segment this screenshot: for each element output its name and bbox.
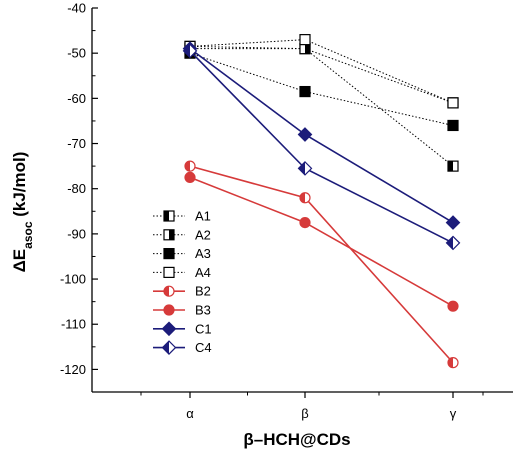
marker-circle [299, 216, 311, 229]
data-point [299, 85, 311, 98]
marker-square [447, 119, 459, 132]
y-tick-label: -110 [61, 317, 86, 332]
y-axis-title-unit: (kJ/mol) [10, 152, 29, 222]
y-axis-title-main: ΔE [10, 249, 29, 273]
series-a1 [184, 40, 459, 172]
series-b3 [184, 171, 459, 312]
data-point [447, 300, 459, 312]
y-tick-label: -100 [60, 272, 86, 287]
marker-half-fill [162, 341, 169, 355]
legend-entry-a4: A4 [153, 265, 211, 280]
legend-entry-a2: A2 [153, 227, 211, 242]
marker-half-fill [448, 357, 453, 368]
marker-diamond [161, 321, 177, 337]
marker-circle [184, 171, 196, 184]
legend: A1 A2 A3 A4 B2 B3 C1 C4 [153, 209, 212, 355]
y-tick-label: -120 [60, 362, 86, 377]
marker-square [299, 85, 311, 98]
marker-half-fill [446, 236, 453, 250]
marker-square [163, 266, 175, 278]
series-line [190, 48, 454, 104]
legend-label: C1 [195, 321, 212, 336]
legend-entry-b2: B2 [153, 284, 211, 299]
marker-square [447, 97, 459, 109]
legend-entry-a1: A1 [153, 209, 211, 224]
x-axis-title: β–HCH@CDs [243, 430, 350, 449]
y-axis-title: ΔEasoc (kJ/mol) [10, 152, 35, 273]
legend-label: C4 [195, 340, 212, 355]
series-line [189, 176, 454, 307]
legend-label: A3 [195, 246, 211, 261]
marker-half-fill [164, 211, 169, 221]
x-tick-label: γ [450, 406, 457, 421]
marker-diamond [445, 215, 461, 230]
legend-label: B3 [195, 303, 211, 318]
series-line [189, 45, 454, 167]
data-point [447, 160, 459, 172]
axes: -40 -50 -60 -70 -80 -90 -100 -110 -120 α β γ [60, 1, 513, 421]
data-point [184, 160, 196, 172]
marker-diamond [297, 127, 313, 142]
legend-label: A4 [195, 265, 211, 280]
data-point [445, 215, 461, 230]
data-point [445, 235, 461, 251]
data-point [297, 127, 313, 142]
legend-label: A2 [195, 227, 211, 242]
marker-half-fill [169, 229, 174, 240]
legend-entry-c4: C4 [153, 340, 212, 355]
marker-circle [163, 304, 175, 316]
legend-label: A1 [195, 209, 211, 224]
marker-half-fill [183, 44, 190, 58]
data-point [447, 119, 459, 132]
y-axis-title-sub: asoc [21, 221, 35, 249]
marker-half-fill [164, 286, 169, 297]
x-tick-label: α [186, 406, 194, 421]
series-c4 [182, 43, 461, 251]
y-tick-label: -90 [67, 226, 86, 241]
legend-entry-a3: A3 [153, 246, 211, 261]
series-c1 [182, 41, 461, 230]
marker-circle [447, 300, 459, 312]
y-tick-label: -50 [67, 46, 86, 61]
series-line [189, 50, 454, 244]
marker-half-fill [305, 43, 310, 54]
marker-half-fill [185, 161, 190, 172]
data-point [297, 161, 313, 176]
x-tick-label: β [301, 406, 308, 421]
series-line [189, 52, 454, 126]
series-line [189, 165, 454, 364]
y-tick-label: -60 [67, 91, 86, 106]
series-a3 [184, 47, 459, 132]
series-a4 [184, 34, 459, 109]
marker-square [299, 34, 311, 46]
data-point [299, 192, 311, 204]
marker-half-fill [298, 161, 305, 175]
series-line [189, 48, 454, 224]
marker-half-fill [300, 192, 305, 203]
y-tick-label: -80 [67, 181, 86, 196]
data-point [182, 43, 198, 59]
y-tick-label: -40 [67, 1, 86, 16]
series-layer [182, 34, 461, 369]
marker-half-fill [448, 161, 453, 172]
data-point [447, 357, 459, 369]
series-b2 [184, 160, 459, 369]
legend-entry-c1: C1 [153, 321, 212, 336]
data-point [299, 216, 311, 229]
data-point [447, 97, 459, 109]
marker-square [163, 248, 175, 260]
y-tick-label: -70 [67, 136, 86, 151]
data-point [184, 171, 196, 184]
legend-entry-b3: B3 [153, 303, 211, 318]
legend-label: B2 [195, 284, 211, 299]
data-point [299, 34, 311, 46]
